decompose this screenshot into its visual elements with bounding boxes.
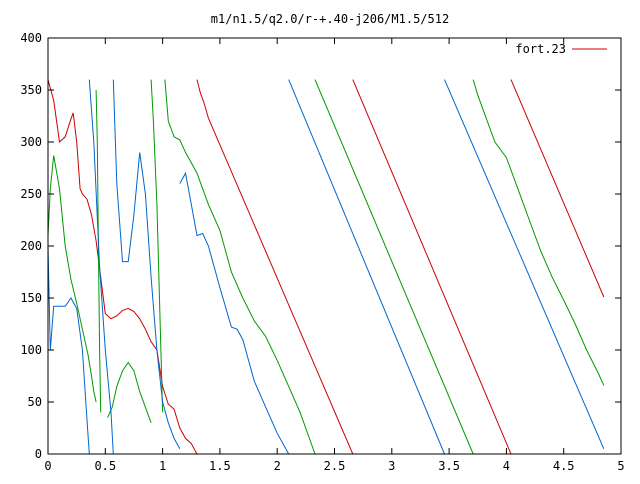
series-line bbox=[47, 79, 198, 455]
x-tick-label: 2 bbox=[274, 459, 281, 473]
x-tick-label: 1 bbox=[159, 459, 166, 473]
y-tick-label: 0 bbox=[35, 447, 42, 461]
plot-frame bbox=[47, 37, 622, 455]
series-line bbox=[47, 155, 97, 403]
y-tick-label: 100 bbox=[20, 343, 42, 357]
x-tick-label: 5 bbox=[617, 459, 624, 473]
y-tick-label: 250 bbox=[20, 187, 42, 201]
series-line bbox=[164, 79, 316, 455]
x-tick-label: 4 bbox=[503, 459, 510, 473]
chart-title: m1/n1.5/q2.0/r-+.40-j206/M1.5/512 bbox=[211, 12, 449, 26]
series-line bbox=[314, 79, 474, 455]
series-line bbox=[472, 79, 605, 386]
y-tick-label: 150 bbox=[20, 291, 42, 305]
x-tick-label: 4.5 bbox=[553, 459, 575, 473]
x-tick-label: 3.5 bbox=[438, 459, 460, 473]
y-tick-label: 350 bbox=[20, 83, 42, 97]
series-2 bbox=[47, 79, 605, 455]
x-tick-label: 3 bbox=[388, 459, 395, 473]
series-1 bbox=[47, 79, 605, 455]
series-0 bbox=[47, 79, 605, 455]
series-line bbox=[444, 79, 605, 449]
series-line bbox=[88, 79, 114, 455]
series-layer bbox=[47, 79, 605, 455]
series-line bbox=[179, 171, 290, 455]
series-line bbox=[288, 79, 445, 455]
legend-label: fort.23 bbox=[515, 42, 566, 56]
series-line bbox=[112, 79, 181, 450]
x-tick-label: 2.5 bbox=[324, 459, 346, 473]
x-tick-label: 1.5 bbox=[209, 459, 231, 473]
series-line bbox=[150, 79, 164, 413]
series-line bbox=[352, 79, 512, 455]
series-line bbox=[47, 245, 90, 455]
y-tick-label: 400 bbox=[20, 31, 42, 45]
x-tick-label: 0 bbox=[44, 459, 51, 473]
y-tick-label: 300 bbox=[20, 135, 42, 149]
series-line bbox=[107, 361, 152, 423]
x-tick-label: 0.5 bbox=[94, 459, 116, 473]
y-tick-label: 200 bbox=[20, 239, 42, 253]
series-line bbox=[196, 79, 354, 455]
axis-layer: 0 0.5 1 1.5 2 2.5 3 3.5 4 4.5 50501001502002503003… bbox=[20, 31, 624, 473]
y-tick-label: 50 bbox=[28, 395, 42, 409]
series-line bbox=[510, 79, 605, 298]
legend: fort.23 bbox=[515, 42, 607, 56]
